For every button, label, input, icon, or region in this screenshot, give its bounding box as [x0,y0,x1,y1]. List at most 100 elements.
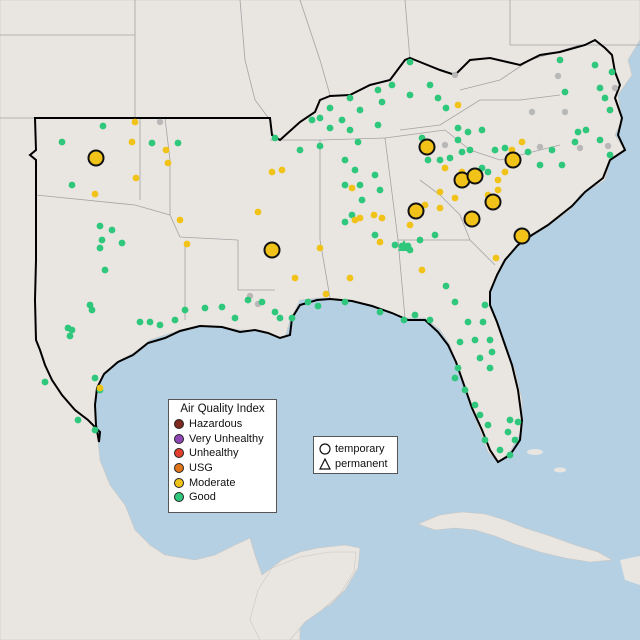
site-marker-moderate[interactable] [162,146,170,154]
site-marker-temporary-moderate[interactable] [463,210,481,228]
site-marker-good[interactable] [486,364,494,372]
site-marker-moderate[interactable] [291,274,299,282]
site-marker-good[interactable] [451,298,459,306]
site-marker-no-data[interactable] [156,118,164,126]
site-marker-moderate[interactable] [436,204,444,212]
site-marker-good[interactable] [244,296,252,304]
site-marker-good[interactable] [442,282,450,290]
site-marker-good[interactable] [501,144,509,152]
site-marker-good[interactable] [464,318,472,326]
site-marker-good[interactable] [66,332,74,340]
site-marker-moderate[interactable] [501,168,509,176]
site-marker-good[interactable] [201,304,209,312]
site-marker-good[interactable] [491,146,499,154]
site-marker-good[interactable] [181,306,189,314]
site-marker-good[interactable] [91,374,99,382]
site-marker-good[interactable] [341,218,349,226]
site-marker-moderate[interactable] [322,290,330,298]
site-marker-no-data[interactable] [576,144,584,152]
site-marker-good[interactable] [548,146,556,154]
site-marker-moderate[interactable] [418,266,426,274]
site-marker-good[interactable] [606,106,614,114]
site-marker-moderate[interactable] [131,118,139,126]
site-marker-good[interactable] [371,171,379,179]
site-marker-good[interactable] [58,138,66,146]
site-marker-no-data[interactable] [554,72,562,80]
site-marker-moderate[interactable] [183,240,191,248]
site-marker-good[interactable] [464,128,472,136]
site-marker-moderate[interactable] [91,190,99,198]
site-marker-good[interactable] [338,116,346,124]
site-marker-good[interactable] [74,416,82,424]
site-marker-good[interactable] [371,231,379,239]
site-marker-good[interactable] [434,94,442,102]
site-marker-good[interactable] [146,318,154,326]
site-marker-good[interactable] [400,316,408,324]
site-marker-good[interactable] [314,302,322,310]
site-marker-good[interactable] [358,196,366,204]
site-marker-temporary-moderate[interactable] [466,167,484,185]
site-marker-good[interactable] [351,166,359,174]
site-marker-good[interactable] [296,146,304,154]
site-marker-moderate[interactable] [406,221,414,229]
site-marker-moderate[interactable] [378,214,386,222]
site-marker-temporary-moderate[interactable] [87,149,105,167]
site-marker-moderate[interactable] [268,168,276,176]
site-marker-moderate[interactable] [518,138,526,146]
site-marker-good[interactable] [481,301,489,309]
site-marker-good[interactable] [574,128,582,136]
site-marker-good[interactable] [488,348,496,356]
site-marker-moderate[interactable] [436,188,444,196]
site-marker-good[interactable] [556,56,564,64]
site-marker-good[interactable] [426,81,434,89]
site-marker-good[interactable] [484,421,492,429]
site-marker-good[interactable] [68,181,76,189]
site-marker-moderate[interactable] [376,238,384,246]
site-marker-good[interactable] [406,91,414,99]
site-marker-temporary-moderate[interactable] [407,202,425,220]
site-marker-good[interactable] [596,136,604,144]
site-marker-good[interactable] [341,181,349,189]
site-marker-good[interactable] [571,138,579,146]
site-marker-no-data[interactable] [604,142,612,150]
site-marker-moderate[interactable] [128,138,136,146]
site-marker-good[interactable] [514,418,522,426]
site-marker-good[interactable] [596,84,604,92]
site-marker-good[interactable] [424,156,432,164]
site-marker-good[interactable] [376,308,384,316]
site-marker-moderate[interactable] [176,216,184,224]
site-marker-good[interactable] [391,241,399,249]
site-marker-good[interactable] [218,303,226,311]
site-marker-good[interactable] [458,148,466,156]
site-marker-good[interactable] [316,114,324,122]
site-marker-moderate[interactable] [132,174,140,182]
site-marker-no-data[interactable] [611,84,619,92]
site-marker-good[interactable] [156,321,164,329]
site-marker-good[interactable] [411,311,419,319]
site-marker-good[interactable] [96,244,104,252]
site-marker-temporary-moderate[interactable] [418,138,436,156]
site-marker-good[interactable] [271,134,279,142]
site-marker-good[interactable] [101,266,109,274]
site-marker-good[interactable] [136,318,144,326]
site-marker-temporary-moderate[interactable] [484,193,502,211]
site-marker-good[interactable] [88,306,96,314]
site-marker-good[interactable] [484,168,492,176]
site-marker-temporary-moderate[interactable] [263,241,281,259]
site-marker-moderate[interactable] [254,208,262,216]
site-marker-good[interactable] [446,154,454,162]
site-marker-good[interactable] [496,446,504,454]
site-marker-good[interactable] [174,139,182,147]
site-marker-moderate[interactable] [370,211,378,219]
site-marker-good[interactable] [506,416,514,424]
site-marker-good[interactable] [148,139,156,147]
site-marker-no-data[interactable] [441,141,449,149]
site-marker-moderate[interactable] [441,164,449,172]
site-marker-good[interactable] [476,354,484,362]
site-marker-good[interactable] [91,426,99,434]
site-marker-good[interactable] [346,94,354,102]
site-marker-good[interactable] [388,81,396,89]
site-marker-good[interactable] [304,298,312,306]
site-marker-good[interactable] [506,451,514,459]
site-marker-good[interactable] [436,156,444,164]
